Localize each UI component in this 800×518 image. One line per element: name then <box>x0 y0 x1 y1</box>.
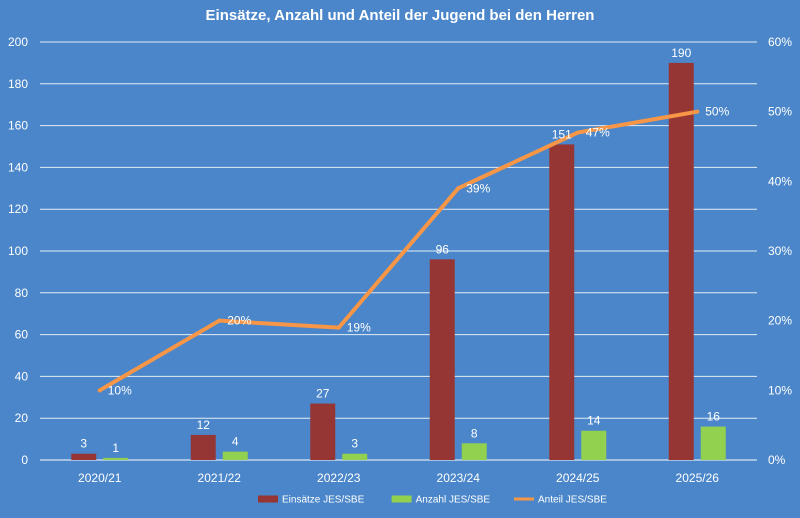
bar-data-label: 151 <box>552 127 572 141</box>
y-right-tick-label: 40% <box>768 174 792 188</box>
y-left-tick-label: 180 <box>8 77 28 91</box>
y-right-tick-label: 20% <box>768 314 792 328</box>
x-tick-label: 2020/21 <box>78 471 122 485</box>
bar-einsaetze <box>429 259 455 460</box>
line-data-label: 10% <box>108 383 132 397</box>
y-left-tick-label: 160 <box>8 119 28 133</box>
bar-anzahl <box>342 453 368 460</box>
line-anteil <box>97 109 700 393</box>
y-left-tick-label: 120 <box>8 202 28 216</box>
bar-anzahl <box>700 426 726 460</box>
y-left-tick-label: 140 <box>8 160 28 174</box>
bar-data-label: 3 <box>80 437 87 451</box>
legend-label: Anteil JES/SBE <box>538 495 607 506</box>
line-data-label: 19% <box>347 321 371 335</box>
right-axis: 0% 10% 20% 30% 40% 50% 60% <box>768 35 792 467</box>
line-point <box>456 186 461 191</box>
y-left-tick-label: 20 <box>15 411 29 425</box>
x-tick-label: 2022/23 <box>317 471 361 485</box>
line-point <box>695 109 700 114</box>
x-tick-label: 2021/22 <box>198 471 242 485</box>
y-left-tick-label: 40 <box>15 369 29 383</box>
y-left-tick-label: 100 <box>8 244 28 258</box>
line-series <box>97 109 700 393</box>
bar-einsaetze <box>190 434 216 460</box>
line-point <box>336 325 341 330</box>
left-axis: 0 20 40 60 80 100 120 140 160 180 200 <box>8 35 28 467</box>
bars <box>71 62 726 461</box>
x-axis: 2020/21 2021/22 2022/23 2023/24 2024/25 2025/… <box>78 471 719 485</box>
legend-swatch <box>258 495 278 503</box>
y-right-tick-label: 0% <box>768 453 786 467</box>
bar-data-label: 12 <box>197 418 211 432</box>
bar-einsaetze <box>71 453 97 460</box>
bar-anzahl <box>103 457 129 460</box>
bar-data-label: 3 <box>351 437 358 451</box>
bar-data-label: 4 <box>232 435 239 449</box>
bar-data-label: 96 <box>436 242 450 256</box>
grid-lines <box>40 41 757 461</box>
line-data-label: 39% <box>466 181 490 195</box>
y-right-tick-label: 30% <box>768 244 792 258</box>
bar-data-label: 27 <box>316 387 330 401</box>
line-data-label: 47% <box>586 126 610 140</box>
y-left-tick-label: 60 <box>15 328 29 342</box>
bar-anzahl <box>222 451 248 460</box>
bar-data-label: 16 <box>707 410 721 424</box>
x-tick-label: 2024/25 <box>556 471 600 485</box>
legend-label: Einsätze JES/SBE <box>282 495 365 506</box>
bar-einsaetze <box>668 62 694 461</box>
line-point <box>575 130 580 135</box>
y-left-tick-label: 0 <box>21 453 28 467</box>
bar-data-label: 190 <box>671 46 691 60</box>
legend-swatch <box>391 495 412 503</box>
bar-data-label: 1 <box>112 441 119 455</box>
legend-label: Anzahl JES/SBE <box>416 495 491 506</box>
x-tick-label: 2025/26 <box>676 471 720 485</box>
y-right-tick-label: 50% <box>768 105 792 119</box>
line-point <box>97 388 102 393</box>
bar-data-label: 8 <box>471 426 478 440</box>
bar-anzahl <box>461 443 487 460</box>
y-left-tick-label: 80 <box>15 286 29 300</box>
y-right-tick-label: 60% <box>768 35 792 49</box>
bar-einsaetze <box>310 403 336 460</box>
line-point <box>217 318 222 323</box>
legend: Einsätze JES/SBE Anzahl JES/SBE Anteil JES… <box>258 495 607 506</box>
chart-title: Einsätze, Anzahl und Anteil der Jugend b… <box>206 7 595 24</box>
bar-einsaetze <box>549 144 575 460</box>
x-tick-label: 2023/24 <box>437 471 481 485</box>
line-data-label: 20% <box>227 314 251 328</box>
bar-anzahl <box>581 430 607 460</box>
line-data-label: 50% <box>705 105 729 119</box>
bar-data-label: 14 <box>587 414 601 428</box>
y-right-tick-label: 10% <box>768 383 792 397</box>
y-left-tick-label: 200 <box>8 35 28 49</box>
